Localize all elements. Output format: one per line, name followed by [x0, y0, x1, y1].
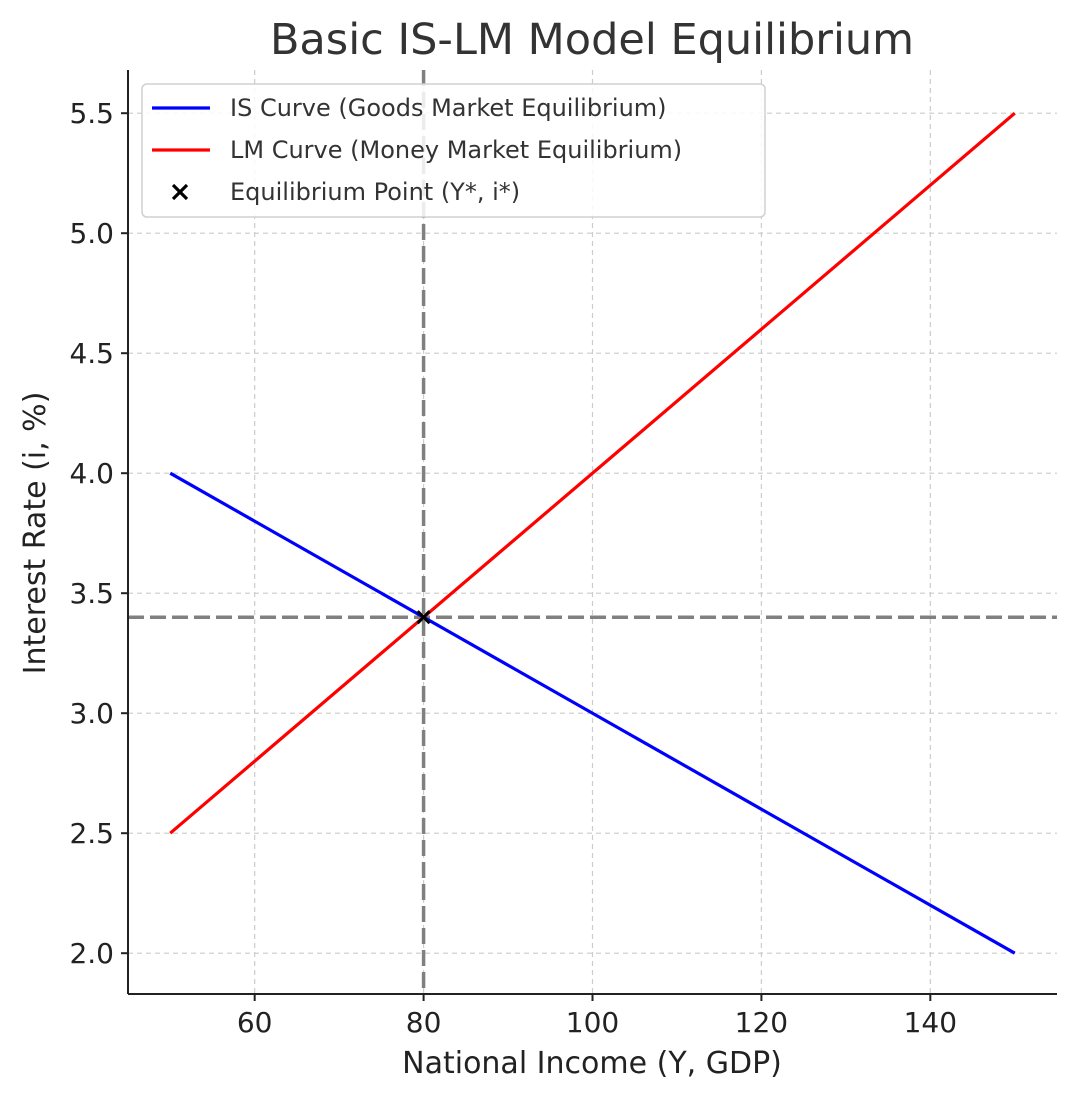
- x-axis-label: National Income (Y, GDP): [402, 1046, 782, 1081]
- legend-marker-icon: [171, 183, 189, 201]
- legend-item-lm-curve: LM Curve (Money Market Equilibrium): [152, 136, 682, 164]
- equilibrium-marker-layer: [416, 610, 431, 625]
- x-tick-label: 100: [566, 1006, 619, 1039]
- x-tick-label: 60: [237, 1006, 273, 1039]
- x-tick-label: 140: [904, 1006, 957, 1039]
- y-tick-label: 4.5: [69, 337, 114, 370]
- tick-labels: 60 80 100 120 140 2.0 2.5 3.0 3.5 4.0 4.5 5.0 5.5: [69, 97, 957, 1039]
- y-tick-label: 3.5: [69, 577, 114, 610]
- legend-label: LM Curve (Money Market Equilibrium): [230, 136, 682, 164]
- chart-title: Basic IS-LM Model Equilibrium: [270, 15, 914, 65]
- legend-label: IS Curve (Goods Market Equilibrium): [230, 94, 667, 122]
- equilibrium-point-marker: [416, 610, 431, 625]
- y-axis-label: Interest Rate (i, %): [18, 392, 53, 675]
- legend-box: [141, 83, 766, 218]
- y-tick-label: 5.5: [69, 97, 114, 130]
- legend: IS Curve (Goods Market Equilibrium) LM Cu…: [141, 83, 766, 218]
- y-tick-label: 5.0: [69, 217, 114, 250]
- y-tick-label: 2.5: [69, 817, 114, 850]
- x-tick-label: 120: [735, 1006, 788, 1039]
- is-curve-line: [169, 471, 1016, 955]
- x-tick-label: 80: [406, 1006, 442, 1039]
- series-lines: [169, 111, 1016, 955]
- legend-item-is-curve: IS Curve (Goods Market Equilibrium): [152, 94, 667, 122]
- legend-label: Equilibrium Point (Y*, i*): [230, 178, 520, 206]
- y-tick-label: 3.0: [69, 697, 114, 730]
- y-tick-label: 4.0: [69, 457, 114, 490]
- legend-item-equilibrium: Equilibrium Point (Y*, i*): [171, 178, 520, 206]
- lm-curve-line: [169, 111, 1016, 835]
- y-tick-label: 2.0: [69, 937, 114, 970]
- reference-lines: [128, 70, 1057, 994]
